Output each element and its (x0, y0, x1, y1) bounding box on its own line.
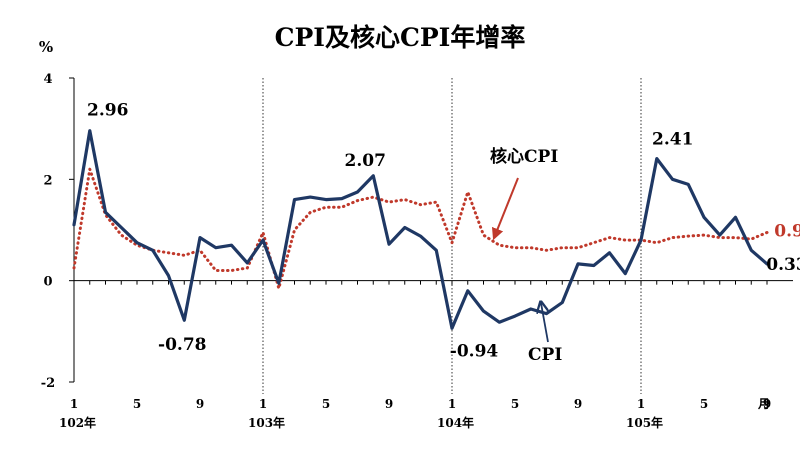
x-axis-ticks: 1 5 9 1 5 9 1 5 9 1 5 9 (70, 280, 771, 411)
year-label: 105年 (626, 415, 663, 430)
core-cpi-annotation-arrow (491, 177, 519, 241)
annotations: 核心CPI CPI (490, 146, 562, 365)
x-tick-label: 1 (259, 397, 267, 411)
x-tick-label: 1 (70, 397, 78, 411)
y-tick-label: 4 (43, 72, 52, 87)
year-label: 104年 (437, 415, 474, 430)
cpi-data-label: -0.78 (158, 335, 206, 355)
y-tick-label: 0 (43, 275, 52, 290)
core-cpi-data-label: 0.95 (774, 222, 800, 242)
cpi-annotation-label: CPI (528, 345, 562, 365)
chart-title: CPI及核心CPI年增率 (275, 23, 526, 52)
cpi-data-label: 2.07 (345, 151, 386, 171)
cpi-annotation-arrow (541, 303, 548, 343)
x-axis-unit: 月 (757, 397, 770, 411)
cpi-data-label: 2.96 (87, 101, 128, 121)
year-labels: 102年 103年 104年 105年 (59, 415, 663, 430)
x-tick-label: 1 (637, 397, 645, 411)
data-labels: 2.96 -0.78 2.07 -0.94 2.41 0.33 0.95 (87, 101, 800, 362)
x-tick-label: 5 (700, 397, 708, 411)
x-tick-label: 9 (385, 397, 393, 411)
y-axis-unit: % (39, 38, 53, 56)
y-tick-label: 2 (43, 173, 52, 188)
x-tick-label: 9 (196, 397, 204, 411)
x-tick-label: 9 (763, 397, 771, 411)
cpi-series-line (72, 129, 769, 330)
x-tick-label: 1 (448, 397, 456, 411)
cpi-data-label: 0.33 (766, 255, 800, 275)
year-label: 103年 (248, 415, 285, 430)
x-tick-label: 5 (511, 397, 519, 411)
series (72, 129, 769, 330)
year-label: 102年 (59, 415, 96, 430)
y-axis-ticks: -2 0 2 4 (41, 72, 74, 391)
core-cpi-series-line (72, 167, 769, 290)
cpi-data-label: -0.94 (450, 341, 499, 361)
cpi-data-label: 2.41 (652, 130, 693, 150)
x-tick-label: 5 (133, 397, 141, 411)
axes (73, 78, 793, 382)
x-tick-label: 9 (574, 397, 582, 411)
x-tick-label: 5 (322, 397, 330, 411)
core-cpi-annotation-label: 核心CPI (490, 146, 558, 167)
y-tick-label: -2 (41, 376, 55, 391)
